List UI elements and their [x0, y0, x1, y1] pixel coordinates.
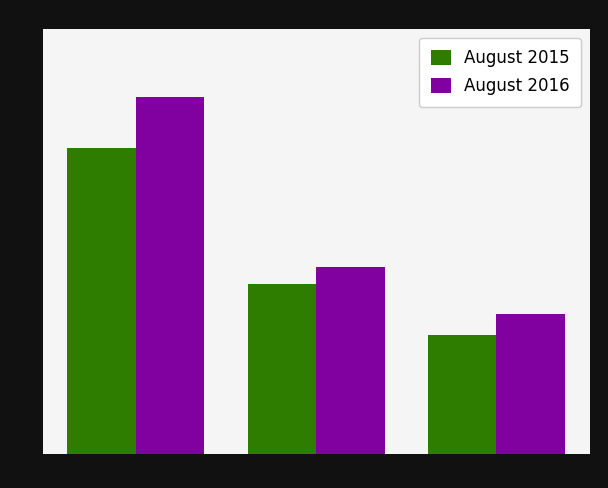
Bar — [136, 97, 204, 454]
Bar — [316, 267, 385, 454]
Bar — [247, 284, 316, 454]
Bar — [496, 314, 565, 454]
Bar — [428, 335, 496, 454]
Legend: August 2015, August 2016: August 2015, August 2016 — [419, 38, 581, 107]
Bar — [67, 148, 136, 454]
